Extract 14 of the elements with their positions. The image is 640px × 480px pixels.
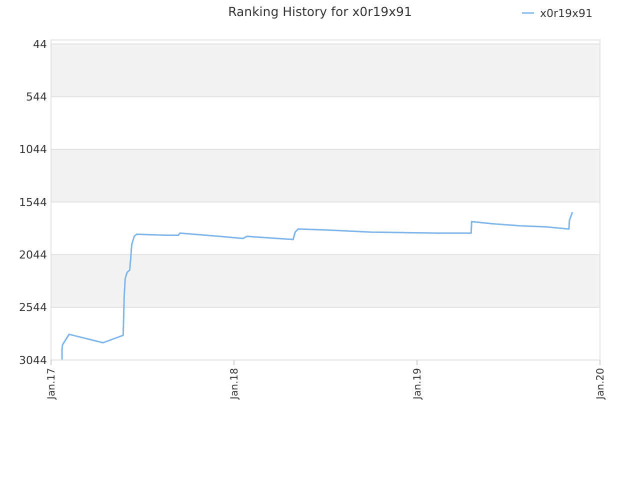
y-tick-label: 2544 (19, 301, 47, 314)
chart-title: Ranking History for x0r19x91 (228, 4, 412, 19)
x-tick-label: Jan.19 (412, 368, 424, 400)
y-tick-label: 1544 (19, 196, 47, 209)
x-tick-label: Jan.20 (596, 368, 606, 400)
x-tick-label: Jan.18 (230, 368, 240, 400)
y-tick-label: 544 (26, 90, 47, 104)
y-tick-label: 44 (33, 38, 47, 51)
legend-label: x0r19x91 (540, 6, 593, 20)
line-series (61, 211, 574, 360)
y-tick-label: 1044 (19, 143, 47, 156)
x-tick-label: Jan.17 (46, 368, 58, 400)
y-tick-label: 2044 (19, 248, 47, 262)
y-tick-label: 3044 (19, 354, 47, 367)
